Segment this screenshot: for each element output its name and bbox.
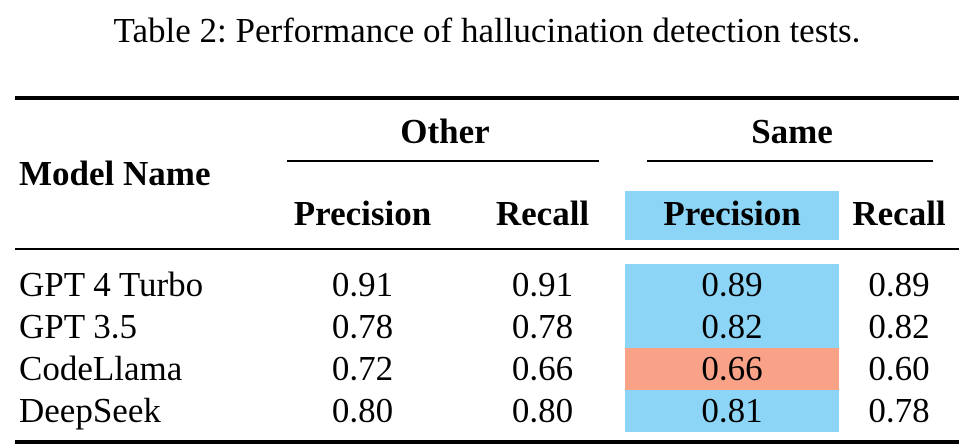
column-group-row: Model Name Other Same (15, 97, 959, 250)
table-row-gpt4turbo: GPT 4 Turbo 0.91 0.91 0.89 0.89 (15, 263, 959, 306)
cell-other-recall: 0.66 (511, 348, 574, 388)
header-same-recall: Recall (839, 161, 960, 250)
cell-same-precision: 0.66 (625, 347, 840, 390)
column-group-other-rule (287, 159, 600, 162)
column-header-row: Precision Recall Precision Recall (15, 161, 960, 250)
header-same-precision: Precision (625, 161, 840, 250)
cell-other-recall: 0.91 (511, 264, 574, 304)
cell-same-recall: 0.82 (868, 306, 930, 346)
table-row-gpt35: GPT 3.5 0.78 0.78 0.82 0.82 (15, 305, 959, 348)
table-body: GPT 4 Turbo 0.91 0.91 0.89 0.89 GPT 3.5 … (15, 249, 959, 442)
spacer-row (15, 432, 959, 442)
cell-model-name: GPT 4 Turbo (19, 264, 204, 304)
header-other-recall: Recall (460, 161, 626, 250)
header-same-precision-highlight: Precision (625, 190, 840, 240)
cell-same-recall: 0.78 (868, 390, 930, 430)
spacer-row (15, 249, 959, 264)
cell-model-name: GPT 3.5 (19, 306, 137, 346)
cell-same-recall: 0.89 (868, 264, 930, 304)
cell-same-recall: 0.60 (868, 348, 930, 388)
column-group-same: Same (625, 98, 959, 162)
column-group-other-label: Other (400, 111, 490, 151)
cell-same-precision: 0.81 (625, 389, 840, 432)
table-caption: Table 2: Performance of hallucination de… (113, 11, 861, 50)
table-row-deepseek: DeepSeek 0.80 0.80 0.81 0.78 (15, 389, 959, 432)
cell-other-recall: 0.78 (511, 306, 574, 346)
cell-model-name: CodeLlama (19, 348, 183, 388)
header-other-precision: Precision (265, 161, 460, 250)
header-model-name: Model Name (15, 97, 265, 250)
table-header: Model Name Other Same Precision Recall P… (15, 97, 960, 250)
cell-model-name: DeepSeek (19, 390, 161, 430)
cell-other-precision: 0.80 (331, 390, 394, 430)
results-table: Model Name Other Same Precision Recall P… (15, 95, 960, 444)
cell-other-precision: 0.72 (331, 348, 394, 388)
column-group-same-rule (647, 159, 934, 162)
cell-same-precision: 0.89 (625, 263, 840, 306)
cell-other-precision: 0.91 (331, 264, 394, 304)
column-group-other: Other (265, 98, 625, 162)
cell-same-precision: 0.82 (625, 305, 840, 348)
column-group-same-label: Same (751, 111, 833, 151)
cell-other-recall: 0.80 (511, 390, 574, 430)
table-row-codellama: CodeLlama 0.72 0.66 0.66 0.60 (15, 347, 959, 390)
cell-other-precision: 0.78 (331, 306, 394, 346)
